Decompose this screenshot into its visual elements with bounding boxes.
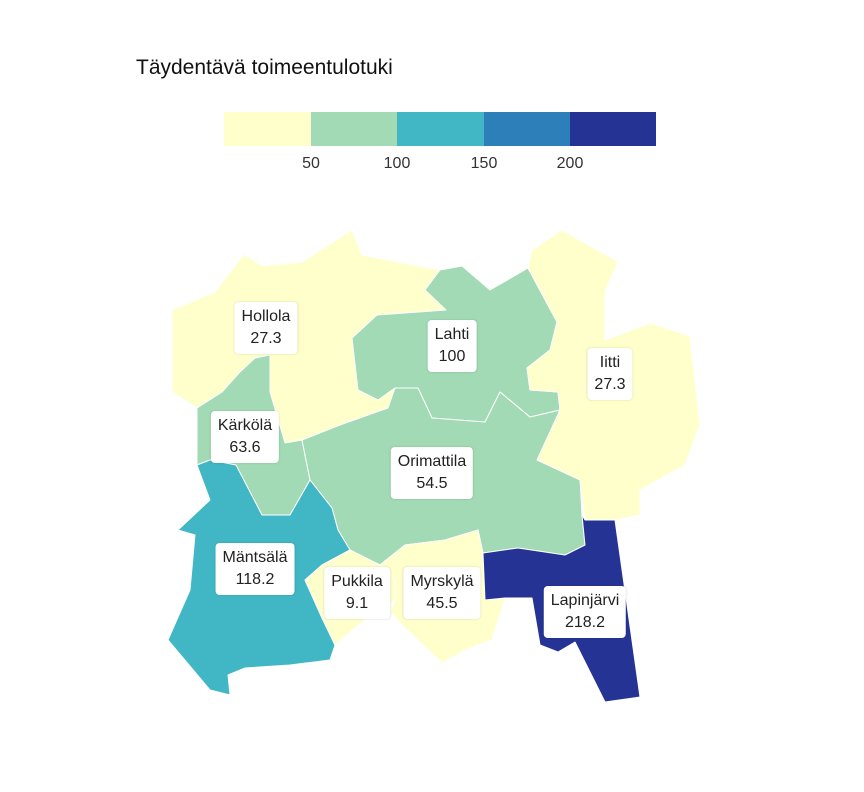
region-name: Orimattila <box>397 453 467 470</box>
region-value: 27.3 <box>250 330 282 347</box>
region-value: 218.2 <box>564 614 606 631</box>
region-value: 27.3 <box>594 376 626 393</box>
label-hollola: Hollola 27.3 <box>234 302 298 354</box>
region-name: Kärkölä <box>217 417 273 434</box>
region-name: Lapinjärvi <box>550 592 620 609</box>
label-lahti: Lahti 100 <box>427 320 477 372</box>
region-value: 118.2 <box>235 571 275 588</box>
label-iitti: Iitti 27.3 <box>587 348 633 400</box>
legend-tick-label: 100 <box>383 155 411 172</box>
region-name: Pukkila <box>331 573 383 590</box>
color-legend <box>224 112 656 146</box>
region-name: Myrskylä <box>410 573 474 590</box>
region-value: 63.6 <box>229 439 261 456</box>
region-value: 100 <box>438 348 466 365</box>
label-karkola: Kärkölä 63.6 <box>210 411 280 463</box>
region-value: 9.1 <box>345 595 369 612</box>
legend-bin-4 <box>570 112 656 146</box>
region-name: Lahti <box>434 326 470 343</box>
region-name: Mäntsälä <box>222 549 288 566</box>
label-lapinjarvi: Lapinjärvi 218.2 <box>543 586 627 638</box>
legend-bin-1 <box>311 112 397 146</box>
legend-bin-0 <box>224 112 311 146</box>
label-orimattila: Orimattila 54.5 <box>390 447 474 499</box>
legend-tick-label: 50 <box>302 155 320 172</box>
region-name: Hollola <box>241 308 291 325</box>
map-title: Täydentävä toimeentulotuki <box>136 56 393 79</box>
legend-bin-2 <box>397 112 484 146</box>
region-value: 54.5 <box>416 475 448 492</box>
label-pukkila: Pukkila 9.1 <box>324 567 390 619</box>
label-mantsala: Mäntsälä 118.2 <box>215 543 295 595</box>
region-value: 45.5 <box>426 595 458 612</box>
legend-tick-label: 150 <box>470 155 498 172</box>
legend-tick-label: 200 <box>556 155 584 172</box>
legend-bin-3 <box>484 112 570 146</box>
region-name: Iitti <box>599 354 621 371</box>
label-myrskyla: Myrskylä 45.5 <box>403 567 481 619</box>
